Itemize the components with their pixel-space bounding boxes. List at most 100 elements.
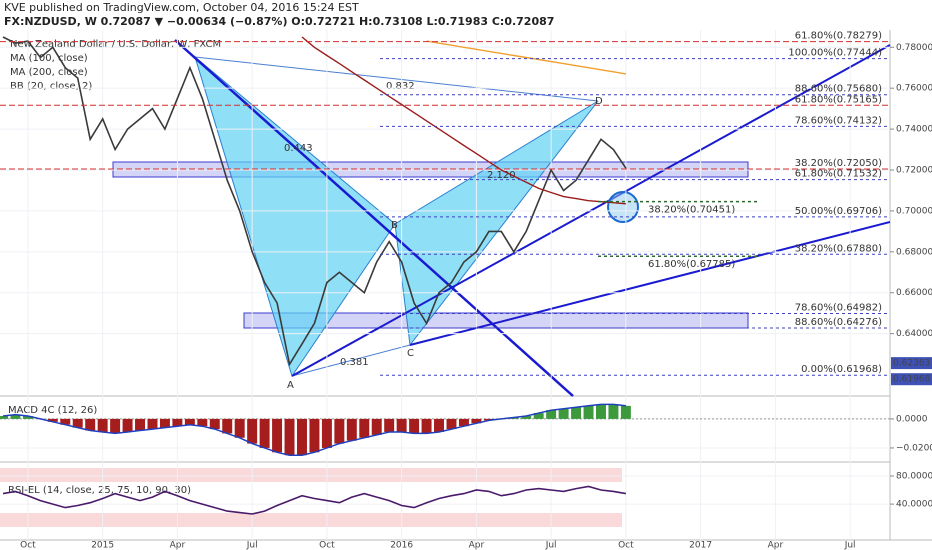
histogram-bar xyxy=(321,418,332,448)
highlight-circle xyxy=(607,191,639,223)
trend-line xyxy=(174,39,574,397)
histogram-bar xyxy=(296,418,307,456)
histogram-bar xyxy=(571,407,582,419)
price-tag xyxy=(891,373,932,386)
histogram-bar xyxy=(446,418,457,430)
ratio-label: 0.443 xyxy=(284,143,313,154)
histogram-bar xyxy=(620,405,631,419)
histogram-bar xyxy=(396,418,407,432)
series-line xyxy=(2,485,627,515)
histogram-bar xyxy=(122,418,133,432)
quote: FX:NZDUSD, W 0.72087 ▼ −0.00634 (−0.87%)… xyxy=(4,15,554,28)
price-tag xyxy=(891,357,932,370)
legend-text: MA (200, close) xyxy=(10,67,88,78)
y-tick-label: 0.64000 xyxy=(896,329,932,339)
fib-label: 61.80%(0.71532) xyxy=(795,169,882,180)
fib-label: 38.20%(0.70451) xyxy=(648,205,735,216)
pattern-label: D xyxy=(595,96,603,107)
histogram-bar xyxy=(608,404,619,419)
y-tick-label: 40.0000 xyxy=(896,500,932,510)
fib-label: 61.80%(0.78279) xyxy=(795,31,882,42)
fib-label: 50.00%(0.69706) xyxy=(795,206,882,217)
x-tick-label: Apr xyxy=(170,541,186,550)
histogram-bar xyxy=(197,418,208,427)
x-tick-label: Jul xyxy=(844,541,856,550)
histogram-bar xyxy=(521,416,532,419)
fib-label: 88.60%(0.64276) xyxy=(795,317,882,328)
y-tick-label: 80.0000 xyxy=(896,471,932,481)
histogram-bar xyxy=(272,418,283,453)
fib-label: 78.60%(0.74132) xyxy=(795,115,882,126)
y-tick-label: 0.70000 xyxy=(896,206,932,216)
rsi-band xyxy=(0,513,622,527)
histogram-bar xyxy=(234,418,245,438)
y-tick-label: −0.0200 xyxy=(896,443,932,453)
series-line xyxy=(426,40,627,75)
y-tick-label: 0.74000 xyxy=(896,125,932,135)
x-tick-label: Apr xyxy=(768,541,784,550)
pattern-leg xyxy=(291,344,411,377)
x-tick-label: 2016 xyxy=(390,541,413,550)
histogram-bar xyxy=(184,418,195,425)
histogram-bar xyxy=(97,418,108,432)
histogram-bar xyxy=(222,418,233,434)
x-tick-label: Oct xyxy=(20,541,36,550)
x-tick-label: Oct xyxy=(618,541,634,550)
pattern-triangle xyxy=(394,100,599,347)
histogram-bar xyxy=(47,418,58,422)
histogram-bar xyxy=(409,418,420,434)
macd-line xyxy=(2,403,626,456)
pattern-label: B xyxy=(391,220,398,231)
histogram-bar xyxy=(284,418,295,456)
histogram-bar xyxy=(147,418,158,430)
trend-line xyxy=(409,221,891,346)
histogram-bar xyxy=(259,418,270,448)
histogram-bar xyxy=(60,418,71,425)
fib-label: 38.20%(0.72050) xyxy=(795,158,882,169)
fib-label: 0.00%(0.61968) xyxy=(801,364,882,375)
x-tick-label: Jul xyxy=(545,541,557,550)
pattern-label: A xyxy=(287,380,294,391)
y-tick-label: 0.66000 xyxy=(896,288,932,298)
histogram-bar xyxy=(595,404,606,419)
publisher: KVE published on TradingView.com, Octobe… xyxy=(4,1,359,14)
pattern-triangle xyxy=(194,55,396,378)
histogram-bar xyxy=(471,418,482,424)
histogram-bar xyxy=(72,418,83,428)
histogram-bar xyxy=(10,414,21,419)
histogram-bar xyxy=(458,418,469,427)
x-tick-label: 2015 xyxy=(91,541,114,550)
histogram-bar xyxy=(434,418,445,432)
ratio-label: 0.381 xyxy=(340,357,369,368)
fib-label: 38.20%(0.67880) xyxy=(795,243,882,254)
ratio-label: 0.832 xyxy=(386,81,415,92)
histogram-bar xyxy=(0,416,8,419)
fib-label: 78.60%(0.64982) xyxy=(795,303,882,314)
histogram-bar xyxy=(583,405,594,419)
x-tick-label: Apr xyxy=(469,541,485,550)
histogram-bar xyxy=(533,413,544,419)
histogram-bar xyxy=(159,418,170,428)
fib-label: 88.60%(0.75680) xyxy=(795,84,882,95)
histogram-bar xyxy=(22,416,33,419)
price-tag-label: 0.62363 xyxy=(893,359,930,369)
histogram-bar xyxy=(421,418,432,434)
histogram-bar xyxy=(371,418,382,435)
x-tick-label: Jul xyxy=(246,541,258,550)
series-line xyxy=(2,36,627,367)
y-tick-label: 0.72000 xyxy=(896,166,932,176)
fib-label: 61.80%(0.67785) xyxy=(648,259,735,270)
histogram-bar xyxy=(172,418,183,427)
histogram-bar xyxy=(558,408,569,419)
rsi-band xyxy=(0,468,622,482)
pattern-label: C xyxy=(407,348,414,359)
histogram-bar xyxy=(483,418,494,421)
legend-text: BB (20, close, 2) xyxy=(10,81,92,92)
price-tag-label: 0.61968 xyxy=(893,375,930,385)
histogram-bar xyxy=(334,418,345,444)
series-line xyxy=(301,36,626,205)
panel-title: MACD 4C (12, 26) xyxy=(8,405,97,416)
y-tick-label: 0.68000 xyxy=(896,247,932,257)
histogram-bar xyxy=(135,418,146,431)
